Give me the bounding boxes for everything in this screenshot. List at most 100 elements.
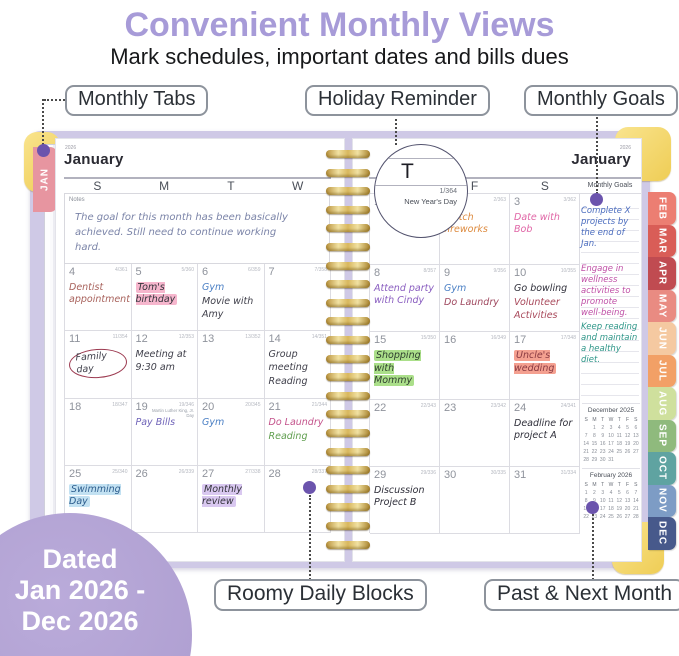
cell-entries: Attend party with Cindy xyxy=(373,283,436,308)
monthly-goal: Complete X projects by the end of Jan. xyxy=(581,206,631,249)
month-tab-label: AUG xyxy=(656,390,668,416)
mini-day xyxy=(582,424,590,432)
mini-day: 6 xyxy=(626,490,629,496)
mini-weekday: W xyxy=(608,482,614,488)
mini-day: 21 xyxy=(583,449,589,455)
day-number: 25 xyxy=(69,467,82,480)
mini-day: 6 xyxy=(634,425,638,431)
month-tab-feb[interactable]: FEB xyxy=(648,192,676,225)
monthly-goals-column: Complete X projects by the end of Jan. En… xyxy=(579,193,641,533)
day-cell-17: 17 17/348 Uncle's wedding xyxy=(510,332,580,400)
spiral-coil xyxy=(326,150,370,158)
cell-entries: Monthly review xyxy=(201,483,261,509)
month-tab-nov[interactable]: NOV xyxy=(648,484,676,517)
date-badge-text: Dated Jan 2026 - Dec 2026 xyxy=(0,544,180,637)
day-cell-12: 12 12/353 Meeting at 9:30 am xyxy=(131,331,198,399)
day-cell-21: 21 21/344 Do Laundry Reading xyxy=(264,398,331,466)
mini-day: 13 xyxy=(633,433,639,439)
day-number: 16 xyxy=(444,334,457,347)
day-of-year: 18/347 xyxy=(112,401,128,408)
entry-text: Dentist appointment xyxy=(69,282,130,306)
month-tab-jun[interactable]: JUN xyxy=(648,322,676,355)
day-number: 4 xyxy=(69,266,76,278)
spiral-coil xyxy=(326,205,370,214)
entry-text: Reading xyxy=(268,375,308,387)
cell-entries: Tom's birthday xyxy=(135,282,195,307)
mini-day: 3 xyxy=(609,425,613,431)
day-of-year: 15/350 xyxy=(420,335,436,342)
mini-day: 27 xyxy=(633,449,639,455)
weekday-header: S xyxy=(540,179,549,193)
cell-entries: Uncle's wedding xyxy=(513,350,576,375)
day-of-year: 21/344 xyxy=(311,401,327,408)
mini-day: 28 xyxy=(633,514,639,520)
calendar-entry: Movie with Amy xyxy=(202,296,260,321)
day-number: 31 xyxy=(514,468,527,481)
day-number: 17 xyxy=(514,334,527,347)
day-number: 28 xyxy=(268,467,281,480)
mini-day: 26 xyxy=(624,449,631,455)
mini-day: 26 xyxy=(616,514,623,520)
day-cell-7: 7 7/358 xyxy=(264,264,331,332)
mini-day: 18 xyxy=(616,441,623,447)
spiral-coil xyxy=(326,224,370,233)
mini-calendar-title: December 2025 xyxy=(587,407,635,414)
day-number: 6 xyxy=(202,266,209,278)
mini-day: 8 xyxy=(593,433,596,439)
entry-text: Family day xyxy=(68,347,128,380)
calendar-entry: Family day xyxy=(68,347,128,380)
day-cell-30: 30 30/335 xyxy=(440,466,510,534)
month-tab-mar[interactable]: MAR xyxy=(648,224,676,257)
mini-weekday: S xyxy=(634,417,638,423)
entry-text: Monthly review xyxy=(202,483,243,508)
cell-entries: Do Laundry Reading xyxy=(268,417,328,444)
day-cell-13: 13 13/352 xyxy=(198,331,265,399)
spiral-coil xyxy=(326,540,370,549)
day-number: 18 xyxy=(69,400,82,413)
entry-text: Group meeting xyxy=(268,349,308,373)
weekday-header: W xyxy=(291,179,304,193)
month-tab-aug[interactable]: AUG xyxy=(648,387,676,420)
month-tabs: FEB MAR APR MAY JUN JUL AUG SEP OCT NOV DEC xyxy=(648,192,676,550)
calendar-entry: Attend party with Cindy xyxy=(374,283,435,308)
day-of-year: 3/362 xyxy=(563,197,576,203)
month-tab-label: MAR xyxy=(656,227,668,254)
month-tab-oct[interactable]: OCT xyxy=(648,452,676,485)
day-number: 30 xyxy=(444,468,457,481)
cell-entries: Discussion Project B xyxy=(373,485,436,510)
mini-day: 22 xyxy=(591,449,598,455)
mini-calendar-december-2025: December 2025 S M T W T F S 1 2 3 4 5 6 7 8 9 10 11 12 13 14 1… xyxy=(582,403,640,464)
monthly-goal: Engage in wellness activities to promote… xyxy=(581,264,631,318)
spiral-coil xyxy=(326,429,370,437)
month-tab-may[interactable]: MAY xyxy=(648,289,676,322)
spiral-coil xyxy=(326,503,370,512)
spiral-coil xyxy=(326,261,370,270)
connector-past-next-month xyxy=(592,514,594,580)
day-of-year: 5/360 xyxy=(181,267,194,273)
day-number: 3 xyxy=(514,196,521,208)
day-of-year: 20/345 xyxy=(245,401,261,408)
month-tab-dec[interactable]: DEC xyxy=(648,517,676,550)
mini-day: 17 xyxy=(599,506,606,512)
magnifier-rule-bottom xyxy=(375,185,467,186)
calendar-entry: Uncle's wedding xyxy=(514,350,575,375)
month-tab-sep[interactable]: SEP xyxy=(648,419,676,452)
spiral-coil xyxy=(326,317,370,326)
month-tab-label: FEB xyxy=(656,196,668,220)
day-of-year: 7/358 xyxy=(314,267,327,273)
entry-text: Discussion Project B xyxy=(374,484,425,509)
month-tab-apr[interactable]: APR xyxy=(648,257,676,290)
month-tab-jul[interactable]: JUL xyxy=(648,354,676,387)
mini-day: 10 xyxy=(608,433,614,439)
day-cell-20: 20 20/345 Gym xyxy=(198,398,265,466)
mini-day xyxy=(615,456,623,464)
mini-day: 20 xyxy=(633,441,639,447)
entry-text: Swimming Day xyxy=(69,483,121,508)
right-header-rule xyxy=(369,177,641,179)
magnifier-rule-top xyxy=(375,158,467,159)
calendar-entry: Group meeting xyxy=(269,349,327,374)
entry-text: Tom's birthday xyxy=(135,282,178,306)
day-of-year: 22/343 xyxy=(420,402,436,409)
mini-weekday: T xyxy=(601,482,605,488)
